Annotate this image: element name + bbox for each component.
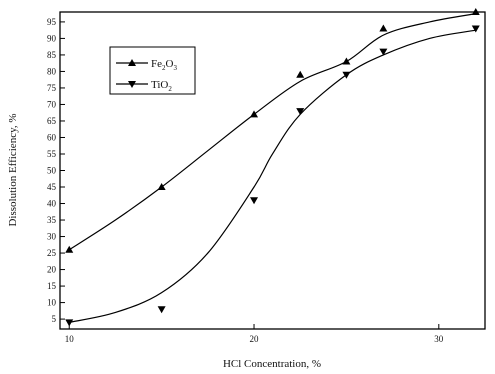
y-tick-label: 65: [47, 116, 57, 126]
y-tick-label: 15: [47, 281, 57, 291]
y-tick-label: 80: [47, 66, 57, 76]
y-tick-label: 90: [47, 33, 57, 43]
series-line-fe2o3: [68, 13, 476, 251]
legend-label: TiO2: [151, 79, 172, 93]
data-point-fe2o3: [157, 183, 166, 191]
data-point-tio2: [157, 306, 166, 314]
y-tick-label: 85: [47, 50, 57, 60]
y-tick-label: 25: [47, 248, 57, 258]
y-tick-label: 30: [47, 232, 57, 242]
y-tick-label: 50: [47, 166, 57, 176]
data-point-fe2o3: [342, 57, 351, 65]
data-point-tio2: [342, 71, 351, 79]
x-tick-label: 10: [65, 334, 75, 344]
data-point-tio2: [379, 48, 388, 56]
series-fe2o3: [65, 8, 480, 253]
x-tick-label: 20: [250, 334, 260, 344]
y-tick-label: 70: [47, 99, 57, 109]
legend-box: [109, 46, 196, 95]
y-tick-label: 5: [52, 314, 57, 324]
legend-label: Fe2O3: [151, 58, 177, 72]
legend-marker: [128, 59, 136, 66]
data-point-tio2: [250, 197, 259, 205]
data-point-fe2o3: [379, 24, 388, 32]
y-axis: 5 10 15 20 25 30 35 40 45 50 55 60 65 70 75 80 85 90 95: [47, 17, 65, 324]
legend-marker: [128, 81, 136, 88]
x-axis-title: HCl Concentration, %: [223, 358, 321, 370]
x-axis: 10 20 30: [65, 324, 444, 344]
y-tick-label: 40: [47, 199, 57, 209]
data-point-fe2o3: [65, 245, 74, 253]
x-tick-label: 30: [434, 334, 444, 344]
y-tick-label: 55: [47, 149, 57, 159]
legend-entry-tio2: TiO2: [116, 79, 172, 93]
series-line-tio2: [69, 29, 476, 323]
y-tick-label: 35: [47, 215, 57, 225]
data-point-fe2o3: [471, 8, 480, 15]
series-layer: [65, 8, 480, 327]
y-axis-title: Dissolution Efficiency, %: [7, 113, 19, 226]
data-point-fe2o3: [296, 70, 305, 78]
y-tick-label: 45: [47, 182, 57, 192]
legend: Fe2O3 TiO2: [109, 46, 196, 95]
data-point-tio2: [471, 25, 480, 33]
data-point-tio2: [296, 108, 305, 116]
y-tick-label: 20: [47, 265, 57, 275]
y-tick-label: 60: [47, 132, 57, 142]
y-tick-label: 75: [47, 83, 57, 93]
y-tick-label: 95: [47, 17, 57, 27]
series-tio2: [65, 25, 480, 327]
legend-entry-fe2o3: Fe2O3: [116, 58, 177, 72]
y-tick-label: 10: [47, 298, 57, 308]
data-point-tio2: [65, 319, 74, 327]
data-point-fe2o3: [250, 110, 259, 118]
